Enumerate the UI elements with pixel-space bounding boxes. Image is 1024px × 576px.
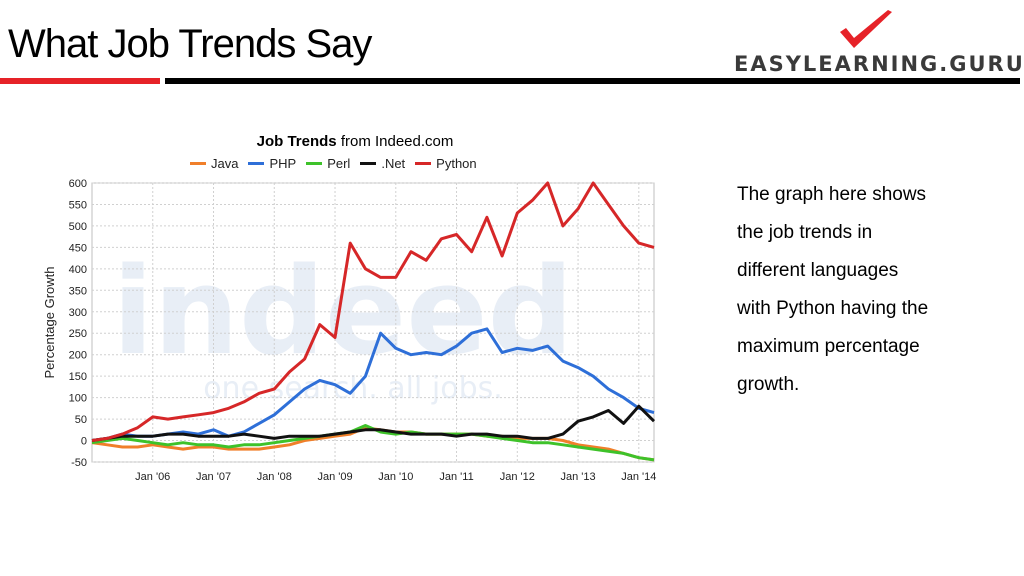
legend-item: Python [415, 156, 477, 171]
x-tick-label: Jan '13 [560, 471, 595, 483]
description-text: The graph here shows the job trends in dif… [737, 176, 1007, 404]
series-line-php [91, 327, 655, 442]
x-tick-label: Jan '09 [317, 471, 352, 483]
y-tick-label: -50 [71, 457, 87, 469]
title-rule-red [0, 78, 160, 84]
description-line: The graph here shows [737, 184, 927, 205]
chart-legend: Java PHP Perl .Net Python [190, 156, 487, 171]
legend-item: Perl [306, 156, 350, 171]
chart-title-main: Job Trends [256, 133, 337, 150]
legend-item: .Net [360, 156, 405, 171]
description-line: maximum percentage [737, 336, 920, 357]
legend-label: .Net [381, 156, 406, 171]
y-tick-label: 450 [69, 242, 87, 254]
x-tick-label: Jan '10 [378, 471, 413, 483]
y-tick-label: 200 [69, 350, 87, 362]
legend-label: Perl [327, 156, 351, 171]
checkmark-icon [840, 10, 892, 48]
legend-label: Java [211, 156, 239, 171]
legend-swatch [306, 162, 323, 165]
y-tick-label: 250 [69, 328, 87, 340]
chart-title-sub: from Indeed.com [340, 133, 454, 150]
y-tick-label: 300 [69, 307, 87, 319]
slide-title: What Job Trends Say [8, 22, 372, 66]
legend-item: Java [190, 156, 238, 171]
logo-text: EASYLEARNING.GURU [734, 52, 1024, 76]
legend-swatch [248, 162, 265, 165]
description-line: growth. [737, 374, 800, 395]
y-tick-label: 50 [75, 414, 87, 426]
easylearning-logo: EASYLEARNING.GURU [730, 8, 1023, 75]
indeed-watermark: indeed [112, 243, 573, 382]
description-line: different languages [737, 260, 899, 281]
job-trends-chart: indeed one search. all jobs. -50 0 50 100 150 2… [40, 128, 670, 488]
legend-swatch [360, 162, 377, 165]
x-tick-label: Jan '11 [439, 471, 473, 483]
y-tick-label: 150 [69, 371, 87, 383]
x-tick-label: Jan '14 [621, 471, 656, 483]
chart-title: Job Trends from Indeed.com [40, 133, 670, 150]
y-tick-label: 400 [69, 264, 87, 276]
legend-swatch [190, 162, 206, 165]
y-tick-label: 100 [69, 393, 87, 405]
y-axis-label: Percentage Growth [42, 266, 57, 378]
legend-label: Python [436, 156, 477, 171]
description-line: the job trends in [737, 222, 873, 243]
legend-swatch [415, 162, 432, 165]
y-tick-label: 350 [69, 285, 87, 297]
legend-item: PHP [248, 156, 296, 171]
series-line-net [91, 404, 656, 442]
y-tick-label: 500 [69, 221, 87, 233]
x-tick-label: Jan '07 [196, 471, 231, 483]
y-tick-label: 0 [81, 436, 87, 448]
description-line: with Python having the [737, 298, 929, 319]
x-tick-label: Jan '06 [135, 471, 170, 483]
y-tick-label: 550 [69, 199, 87, 211]
x-tick-label: Jan '08 [257, 471, 292, 483]
legend-label: PHP [269, 156, 297, 171]
title-rule-black [165, 78, 1020, 84]
series-line-python [91, 181, 655, 442]
x-tick-label: Jan '12 [500, 471, 535, 483]
y-tick-label: 600 [69, 178, 87, 190]
